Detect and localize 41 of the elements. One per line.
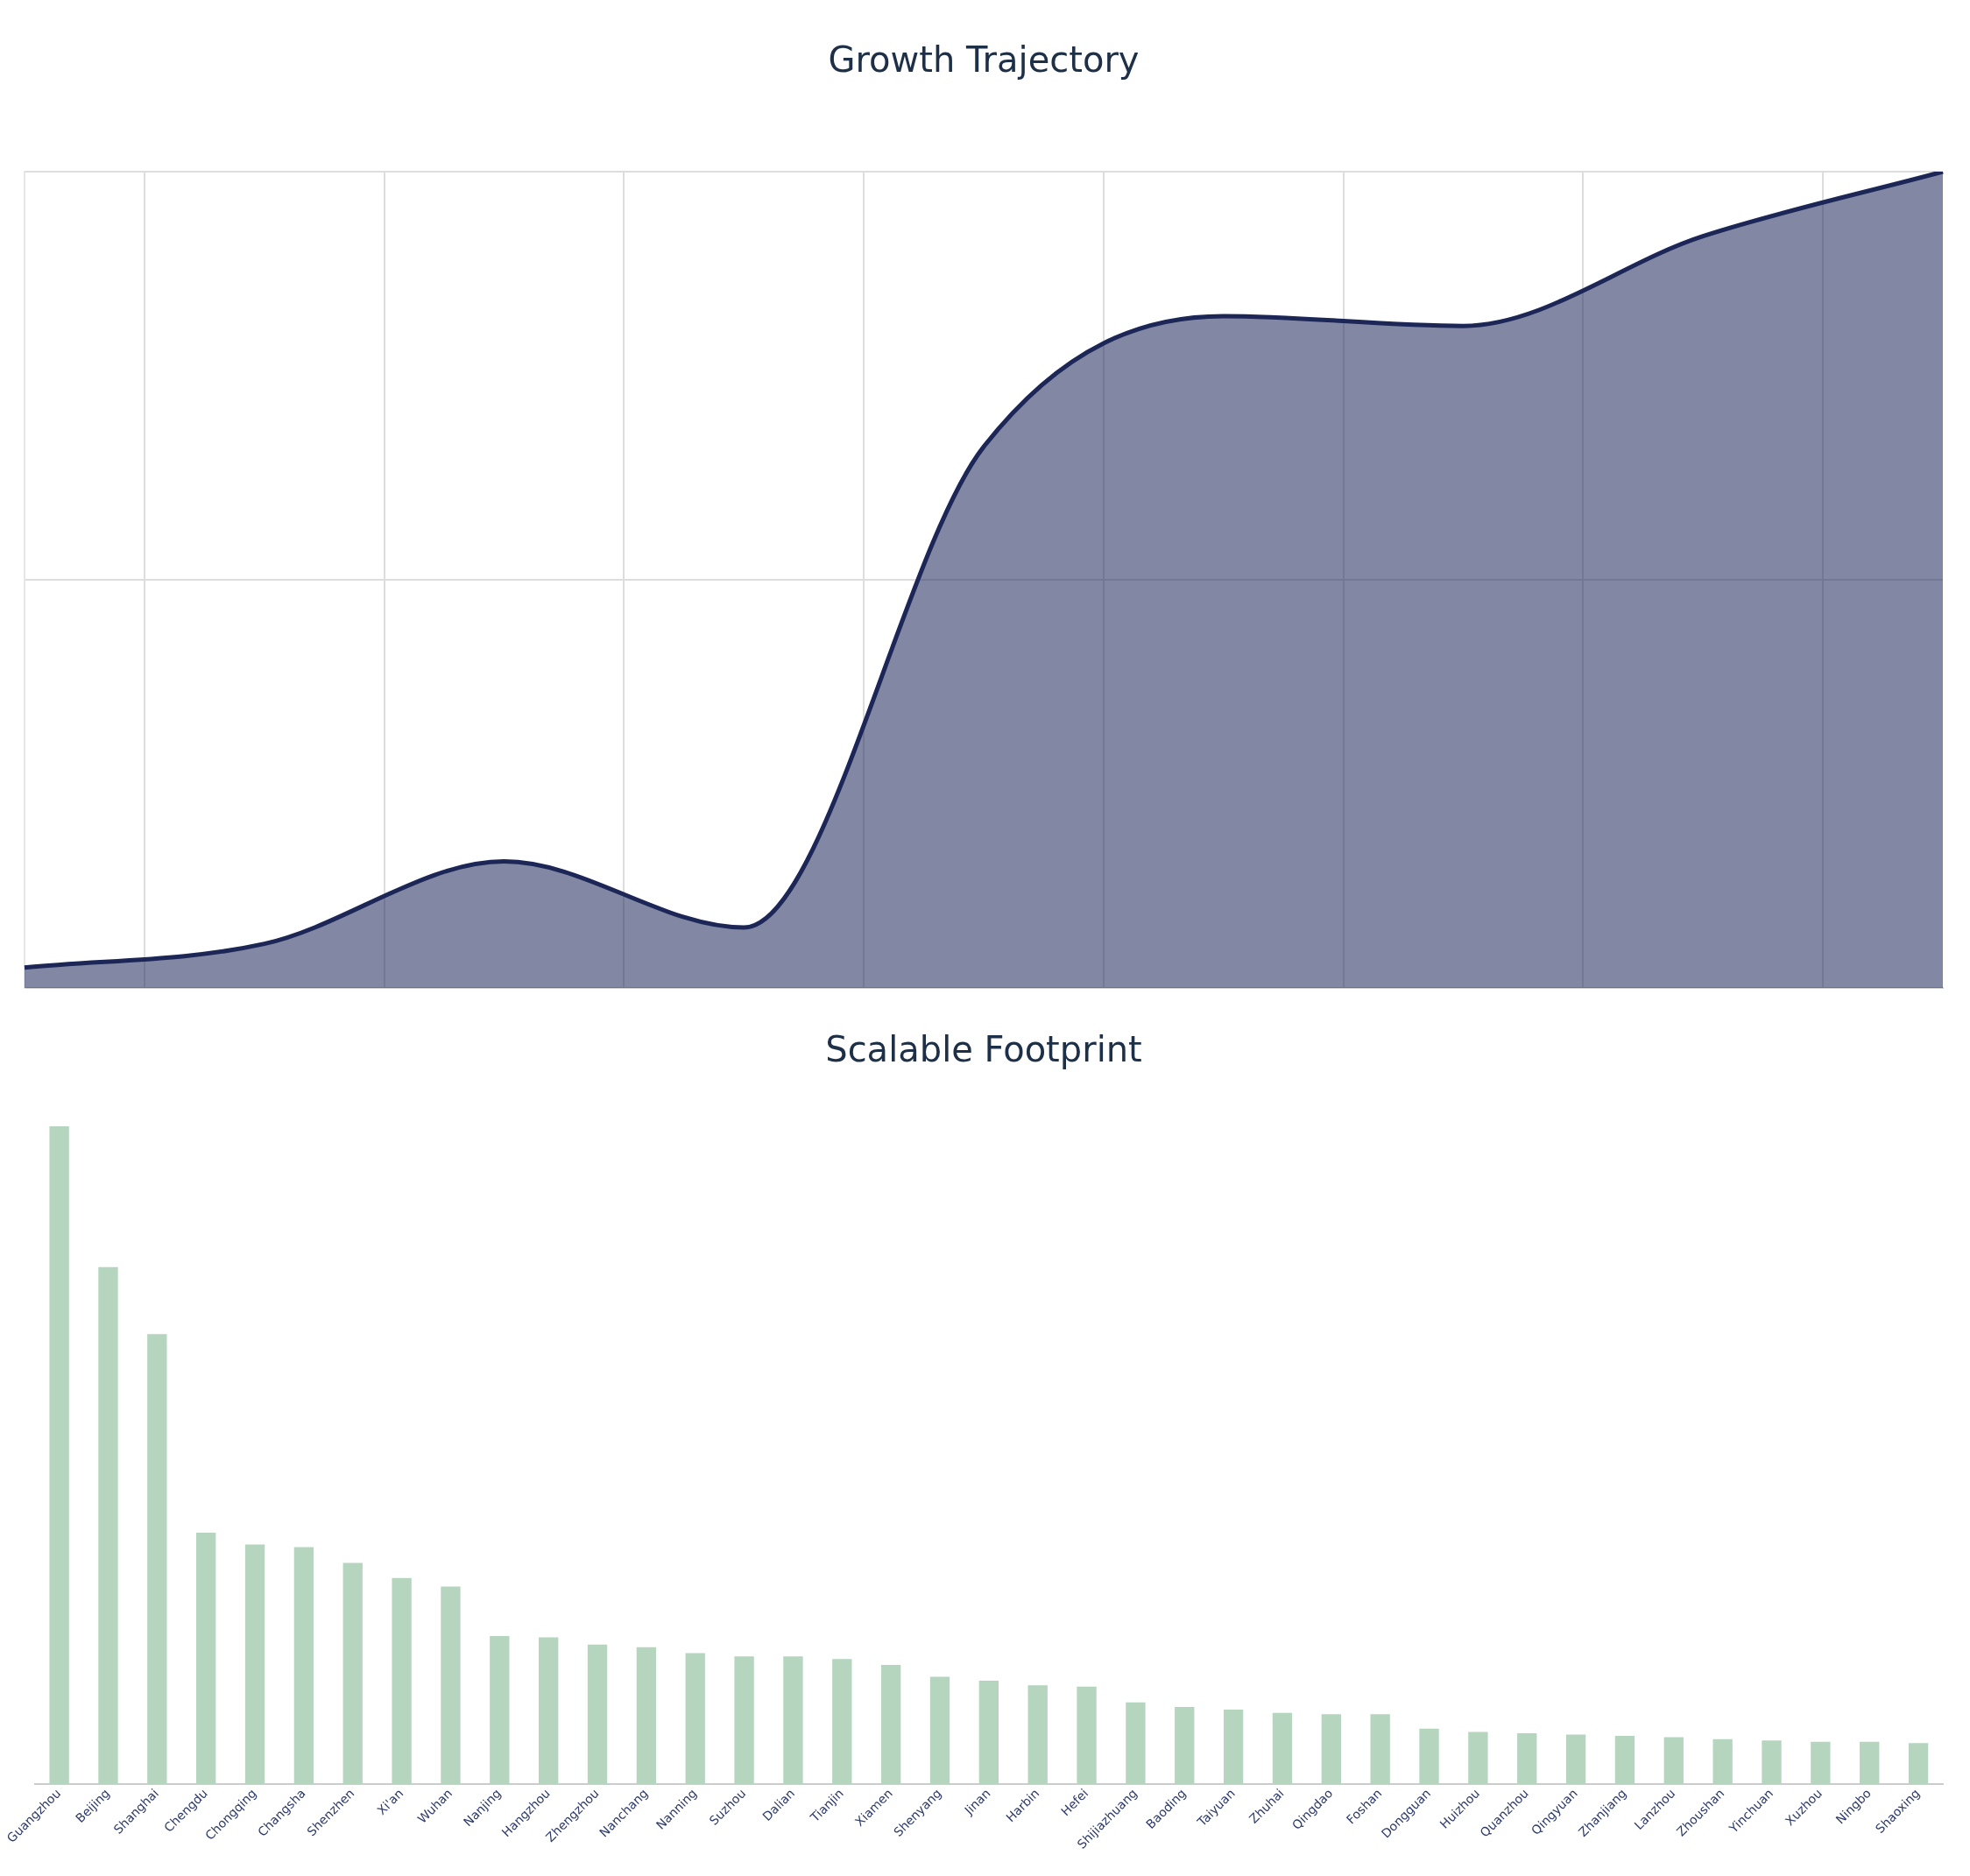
bar bbox=[147, 1334, 167, 1784]
bar bbox=[1321, 1714, 1341, 1784]
bar bbox=[1027, 1685, 1048, 1784]
bar bbox=[98, 1266, 118, 1784]
bar bbox=[783, 1656, 803, 1784]
bar bbox=[293, 1547, 314, 1784]
bar bbox=[1811, 1741, 1831, 1784]
bar bbox=[441, 1586, 461, 1784]
bar bbox=[1908, 1743, 1929, 1784]
bar bbox=[832, 1659, 852, 1784]
bar bbox=[1419, 1728, 1439, 1784]
bar bbox=[1077, 1686, 1097, 1784]
bar bbox=[929, 1676, 950, 1784]
bar bbox=[1762, 1740, 1782, 1784]
bar bbox=[1468, 1731, 1488, 1784]
bar bbox=[1614, 1736, 1635, 1784]
bar bbox=[244, 1544, 265, 1784]
bar bbox=[685, 1653, 705, 1784]
chart-title: Scalable Footprint bbox=[825, 1029, 1142, 1070]
bar bbox=[734, 1656, 754, 1784]
bar bbox=[1272, 1712, 1293, 1784]
bar bbox=[539, 1637, 559, 1784]
bar bbox=[1370, 1714, 1390, 1784]
bar bbox=[587, 1644, 608, 1784]
bar bbox=[1223, 1710, 1244, 1784]
bar bbox=[1175, 1707, 1195, 1784]
bar bbox=[1712, 1738, 1733, 1784]
bar bbox=[978, 1680, 999, 1784]
bar bbox=[880, 1664, 901, 1784]
chart-title: Growth Trajectory bbox=[828, 39, 1140, 81]
bar bbox=[1517, 1733, 1537, 1784]
bar bbox=[490, 1635, 510, 1784]
bar bbox=[342, 1562, 363, 1784]
bar bbox=[1663, 1737, 1684, 1784]
bar bbox=[1860, 1741, 1880, 1784]
bar bbox=[636, 1647, 657, 1784]
bar bbox=[392, 1577, 412, 1784]
bar bbox=[49, 1126, 69, 1784]
bar bbox=[196, 1533, 216, 1784]
bar bbox=[1126, 1702, 1146, 1784]
bar bbox=[1565, 1734, 1586, 1784]
